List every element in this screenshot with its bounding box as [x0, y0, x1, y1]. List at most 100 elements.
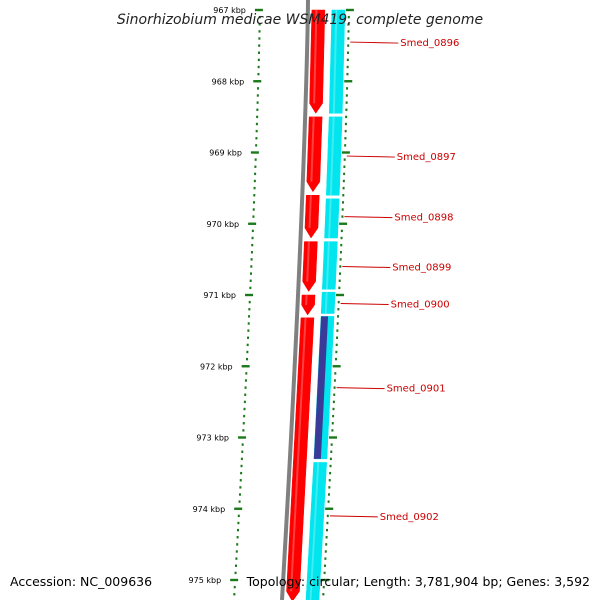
minor-tick-left — [254, 165, 257, 168]
minor-tick-left — [254, 172, 257, 176]
minor-tick-right — [322, 585, 325, 589]
minor-tick-left — [249, 286, 252, 290]
gene-label: Smed_0897 — [397, 152, 456, 163]
minor-tick-right — [347, 51, 350, 54]
major-tick-right — [336, 293, 345, 297]
minor-tick-right — [333, 386, 336, 389]
minor-tick-left — [244, 379, 247, 382]
minor-tick-left — [241, 450, 244, 453]
minor-tick-right — [324, 557, 327, 560]
minor-tick-right — [331, 422, 334, 425]
reverse-gene — [329, 9, 346, 114]
minor-tick-left — [250, 258, 253, 261]
minor-tick-left — [245, 357, 248, 361]
minor-tick-left — [243, 400, 246, 404]
minor-tick-right — [344, 129, 347, 133]
tick-label: 973 kbp — [196, 434, 229, 443]
minor-tick-right — [347, 44, 350, 47]
tick-label: 968 kbp — [212, 77, 245, 86]
minor-tick-right — [330, 443, 333, 446]
minor-tick-left — [256, 108, 259, 111]
reverse-gene-highlight — [328, 198, 332, 239]
minor-tick-right — [345, 108, 348, 111]
major-tick-right — [344, 80, 353, 83]
minor-tick-left — [239, 486, 242, 489]
major-tick-right — [339, 222, 348, 225]
other-feature — [313, 316, 329, 459]
minor-tick-left — [234, 571, 237, 575]
minor-tick-left — [253, 194, 256, 197]
minor-tick-left — [255, 122, 258, 126]
major-tick-left — [248, 222, 257, 225]
minor-tick-right — [335, 350, 338, 354]
reverse-gene — [324, 198, 340, 239]
minor-tick-right — [327, 500, 330, 503]
minor-tick-left — [258, 37, 261, 40]
minor-tick-left — [255, 144, 258, 147]
minor-tick-left — [248, 308, 251, 311]
minor-tick-right — [339, 265, 342, 268]
accession-text: Accession: NC_009636 — [10, 574, 152, 589]
minor-tick-right — [345, 94, 348, 97]
minor-tick-left — [256, 94, 259, 97]
minor-tick-right — [328, 479, 331, 482]
minor-tick-right — [342, 186, 345, 190]
gene-label: Smed_0902 — [380, 512, 439, 523]
gene-leader-line — [346, 155, 395, 158]
minor-tick-left — [247, 322, 250, 325]
minor-tick-right — [346, 87, 349, 90]
minor-tick-left — [244, 386, 247, 389]
minor-tick-right — [347, 37, 350, 40]
minor-tick-right — [324, 550, 327, 553]
minor-tick-right — [327, 493, 330, 496]
minor-tick-right — [322, 593, 325, 596]
minor-tick-right — [330, 450, 333, 453]
reverse-gene — [305, 462, 327, 600]
tick-label: 969 kbp — [209, 149, 242, 158]
minor-tick-right — [344, 144, 347, 147]
forward-gene — [306, 116, 323, 193]
minor-tick-right — [345, 101, 348, 104]
minor-tick-left — [248, 315, 251, 318]
major-tick-right — [345, 8, 354, 12]
minor-tick-right — [344, 137, 347, 140]
minor-tick-left — [233, 585, 236, 589]
minor-tick-right — [342, 179, 345, 183]
minor-tick-left — [253, 201, 256, 204]
major-tick-left — [250, 151, 259, 154]
major-tick-left — [254, 8, 263, 12]
minor-tick-left — [250, 265, 253, 268]
minor-tick-right — [340, 229, 343, 233]
label-layer: Smed_0896 Smed_0897 Smed_0898 Smed_0899 Smed… — [329, 38, 459, 523]
minor-tick-right — [323, 564, 326, 567]
minor-tick-left — [238, 500, 241, 503]
minor-tick-right — [326, 528, 329, 532]
major-tick-right — [329, 436, 338, 439]
minor-tick-right — [337, 315, 340, 318]
gene-label: Smed_0900 — [391, 300, 450, 311]
minor-tick-right — [326, 514, 329, 518]
minor-tick-right — [341, 208, 344, 211]
minor-tick-right — [347, 23, 350, 26]
reverse-gene — [326, 116, 343, 196]
gene-label: Smed_0898 — [394, 213, 453, 224]
major-tick-left — [253, 80, 262, 83]
major-tick-left — [238, 436, 247, 439]
minor-tick-left — [255, 129, 258, 133]
minor-tick-left — [243, 407, 246, 411]
minor-tick-right — [336, 322, 339, 325]
minor-tick-right — [326, 521, 329, 525]
reverse-gene-highlight — [324, 292, 328, 314]
minor-tick-right — [335, 343, 338, 347]
minor-tick-left — [243, 414, 246, 418]
minor-tick-left — [247, 336, 250, 339]
minor-tick-left — [237, 514, 240, 518]
tick-layer: 967 kbp 968 kbp 969 kbp 970 kbp 971 kbp 972 k… — [189, 6, 354, 596]
topology-text: Topology: circular; Length: 3,781,904 bp… — [246, 574, 590, 589]
track-layer — [280, 0, 346, 600]
minor-tick-right — [346, 72, 349, 76]
major-tick-left — [241, 365, 250, 368]
minor-tick-left — [237, 521, 240, 525]
minor-tick-left — [249, 272, 252, 275]
minor-tick-left — [234, 564, 237, 567]
